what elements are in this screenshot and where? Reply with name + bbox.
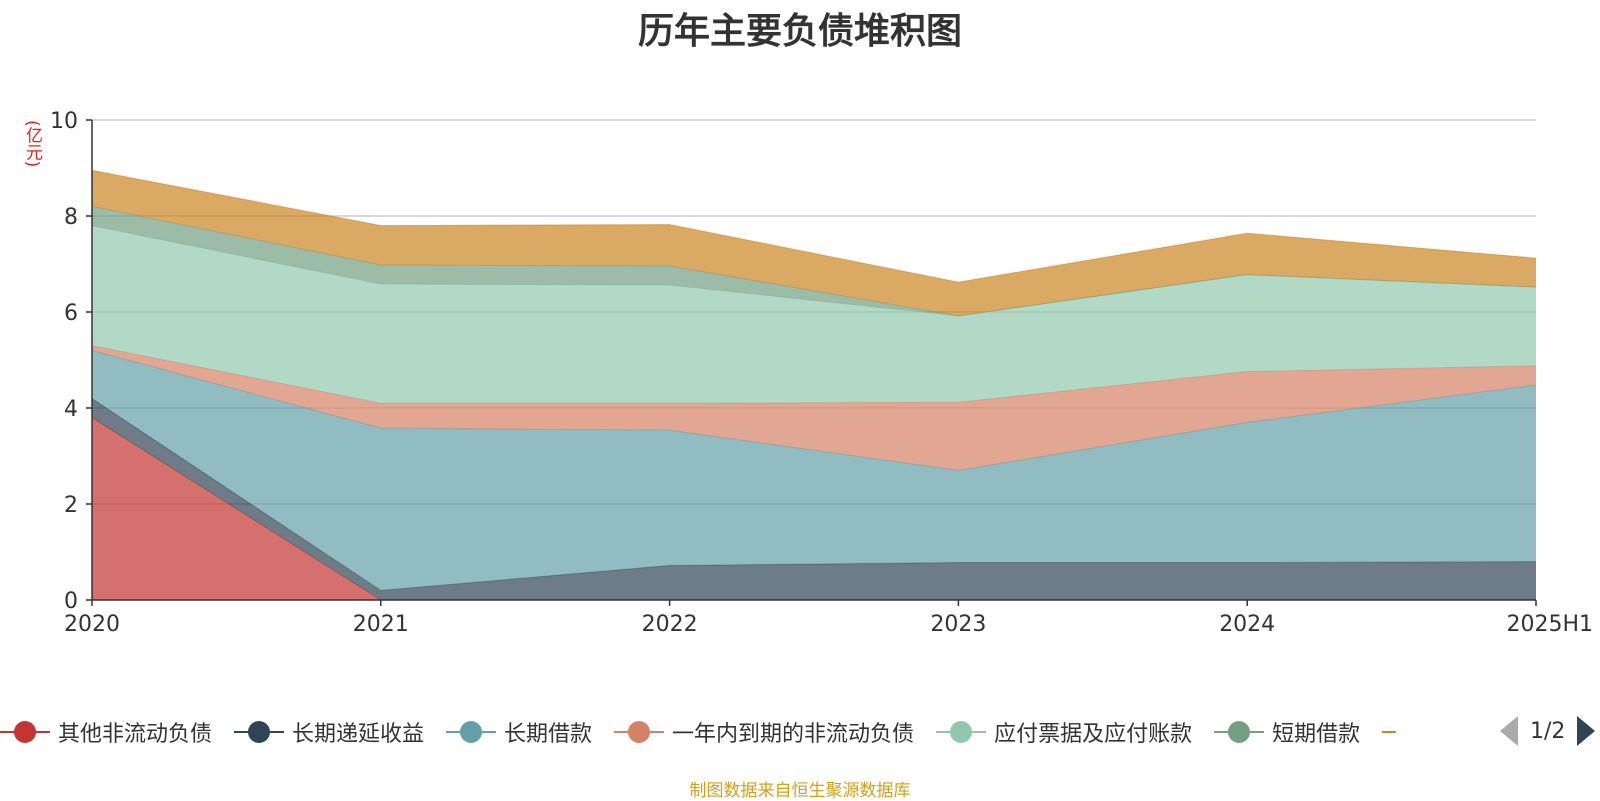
legend-item-partial[interactable] (1382, 731, 1397, 733)
legend-item[interactable]: 其他非流动负债 (0, 716, 212, 748)
triangle-left-icon[interactable] (1500, 716, 1518, 746)
x-tick-label: 2024 (1219, 612, 1275, 637)
x-tick-label: 2023 (930, 612, 986, 637)
legend-label: 短期借款 (1272, 722, 1361, 747)
legend-pager: 1/2 (1500, 716, 1596, 746)
y-tick-label: 0 (64, 589, 78, 614)
legend-item[interactable]: 长期借款 (446, 716, 592, 748)
legend-label: 长期借款 (504, 722, 593, 747)
legend-item[interactable]: 长期递延收益 (234, 716, 424, 748)
x-tick-label: 2021 (353, 612, 409, 637)
legend: 其他非流动负债 长期递延收益 长期借款 一年内到期的非流动负债 应付票据及应付账款 短期借… (0, 714, 1414, 750)
area-line-6 (91, 169, 1537, 283)
area-series-1 (92, 398, 1536, 600)
legend-page-indicator: 1/2 (1530, 718, 1566, 744)
legend-item[interactable]: 一年内到期的非流动负债 (614, 716, 914, 748)
legend-item[interactable]: 短期借款 (1214, 716, 1360, 748)
x-tick-label: 2020 (64, 612, 120, 637)
legend-swatch-icon (614, 717, 665, 747)
y-axis-unit-label: (亿元) (22, 120, 42, 168)
area-series-4 (92, 225, 1536, 404)
triangle-right-icon[interactable] (1577, 716, 1596, 746)
legend-swatch-icon (1214, 717, 1265, 747)
area-series-2 (92, 350, 1536, 591)
legend-swatch-icon (0, 717, 50, 747)
legend-label: 一年内到期的非流动负债 (672, 722, 915, 747)
y-tick-label: 6 (64, 301, 78, 326)
x-tick-label: 2025H1 (1506, 612, 1593, 637)
legend-item[interactable]: 应付票据及应付账款 (936, 716, 1192, 748)
legend-label: 其他非流动负债 (58, 722, 213, 747)
legend-label: 长期递延收益 (292, 722, 425, 747)
area-series-3 (92, 345, 1536, 471)
y-tick-label: 2 (64, 493, 78, 518)
data-source-note: 制图数据来自恒生聚源数据库 (689, 781, 911, 801)
legend-swatch-icon (446, 717, 497, 747)
legend-label: 应付票据及应付账款 (994, 722, 1193, 747)
legend-swatch-icon (936, 717, 987, 747)
y-tick-label: 8 (64, 205, 78, 230)
x-tick-label: 2022 (642, 612, 698, 637)
stacked-area-chart: 0 2 4 6 8 10 2020 2021 2022 2023 2024 2025H1 (50, 109, 1593, 637)
chart-title: 历年主要负债堆积图 (637, 11, 962, 52)
y-tick-label: 4 (64, 397, 78, 422)
legend-swatch-icon (234, 717, 285, 747)
y-tick-label: 10 (50, 109, 78, 134)
area-series-6 (92, 170, 1536, 316)
area-series-0 (92, 417, 1536, 600)
area-series-5 (92, 206, 1536, 316)
